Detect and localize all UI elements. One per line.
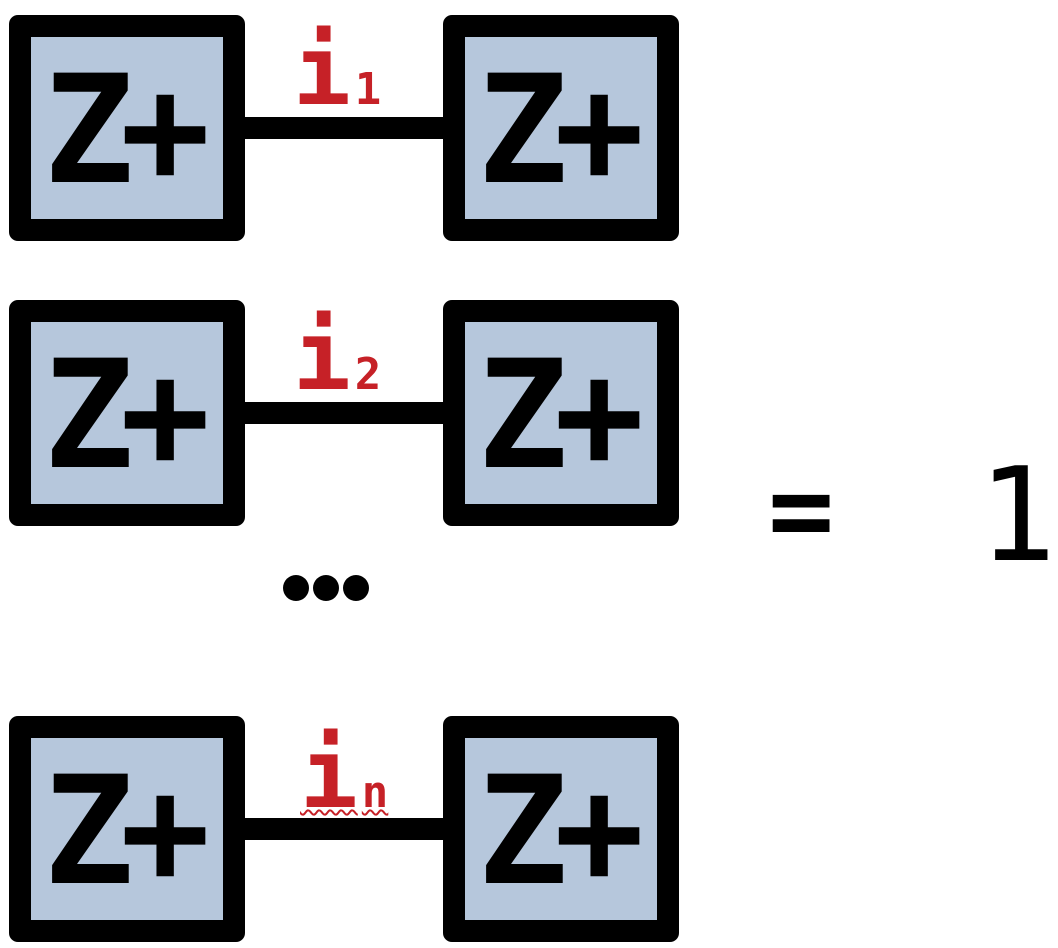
z-plus-tensor-left-n: Z+ <box>9 716 245 942</box>
z-plus-label: Z+ <box>43 329 211 503</box>
z-plus-label: Z+ <box>477 44 645 218</box>
z-plus-label: Z+ <box>43 745 211 919</box>
ellipsis-dot <box>313 575 339 601</box>
index-subscript: 2 <box>354 349 382 400</box>
contraction-wire-1 <box>245 117 443 139</box>
index-symbol: i <box>293 300 351 412</box>
index-subscript: 1 <box>354 64 382 115</box>
index-label-1: i1 <box>293 23 381 119</box>
tensor-pair-row-2: Z+ i2 Z+ <box>0 300 690 526</box>
ellipsis-dot <box>283 575 309 601</box>
ellipsis: ... <box>283 575 373 601</box>
z-plus-tensor-right-1: Z+ <box>443 15 679 241</box>
result-value: 1 <box>978 439 1057 591</box>
index-symbol: i <box>300 718 358 830</box>
tensor-pair-row-n: Z+ in Z+ <box>0 716 690 942</box>
z-plus-label: Z+ <box>43 44 211 218</box>
tensor-pair-row-1: Z+ i1 Z+ <box>0 15 690 241</box>
equals-sign: = <box>768 446 835 574</box>
z-plus-tensor-right-n: Z+ <box>443 716 679 942</box>
index-symbol: i <box>293 15 351 127</box>
z-plus-tensor-left-2: Z+ <box>9 300 245 526</box>
contraction-wire-2 <box>245 402 443 424</box>
contraction-wire-n <box>245 818 443 840</box>
ellipsis-text: ... <box>283 575 284 576</box>
z-plus-tensor-left-1: Z+ <box>9 15 245 241</box>
z-plus-tensor-right-2: Z+ <box>443 300 679 526</box>
ellipsis-dot <box>343 575 369 601</box>
index-label-n: in <box>300 726 388 822</box>
index-subscript: n <box>361 767 389 818</box>
index-label-2: i2 <box>293 308 381 404</box>
z-plus-label: Z+ <box>477 329 645 503</box>
z-plus-label: Z+ <box>477 745 645 919</box>
